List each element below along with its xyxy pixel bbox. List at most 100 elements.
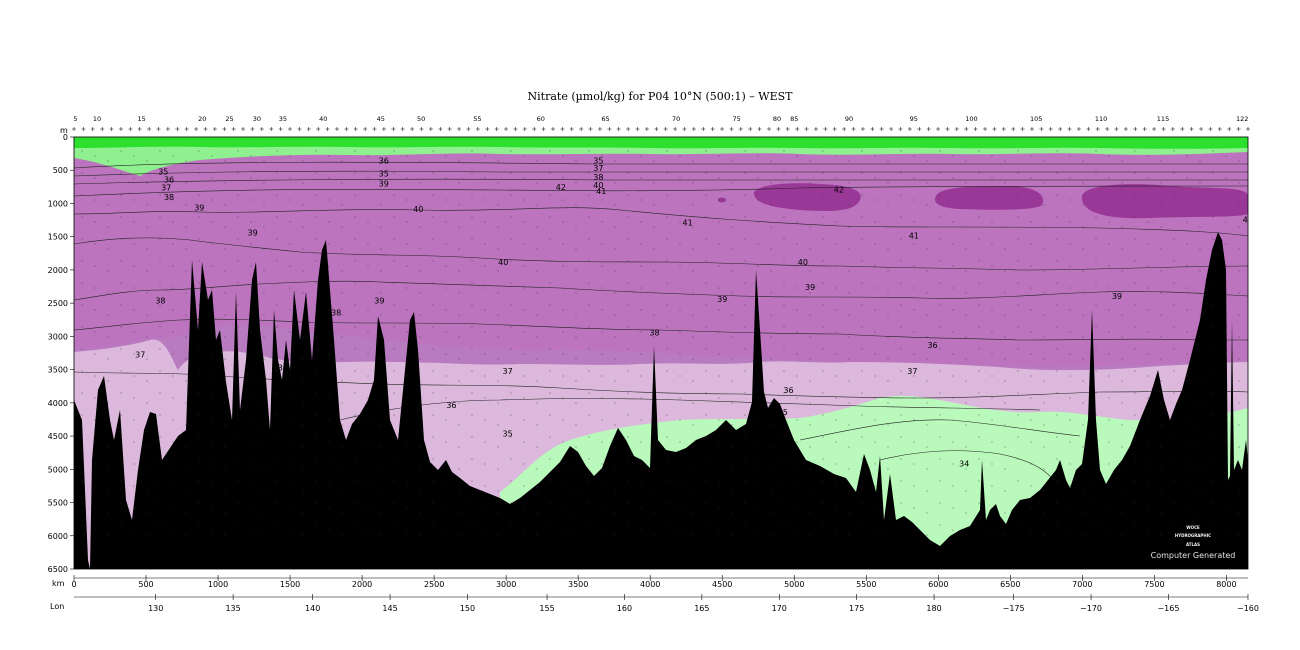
sample-dot: [406, 507, 408, 509]
sample-dot: [1186, 397, 1188, 399]
sample-dot: [1121, 182, 1123, 184]
sample-dot: [315, 172, 317, 174]
sample-dot: [315, 216, 317, 218]
sample-dot: [588, 238, 590, 240]
sample-dot: [471, 370, 473, 372]
sample-dot: [653, 270, 655, 272]
contour-label: 5: [345, 466, 350, 475]
sample-dot: [224, 160, 226, 162]
sample-dot: [1212, 370, 1214, 372]
sample-dot: [809, 358, 811, 360]
sample-dot: [1160, 160, 1162, 162]
sample-dot: [822, 348, 824, 350]
sample-dot: [796, 331, 798, 333]
sample-dot: [835, 375, 837, 377]
sample-dot: [341, 182, 343, 184]
sample-dot: [250, 265, 252, 267]
sample-dot: [406, 199, 408, 201]
sample-dot: [523, 287, 525, 289]
sample-dot: [562, 397, 564, 399]
sample-dot: [328, 265, 330, 267]
sample-dot: [250, 529, 252, 531]
sample-dot: [692, 468, 694, 470]
sample-dot: [1238, 226, 1240, 228]
sample-dot: [666, 436, 668, 438]
sample-dot: [1173, 282, 1175, 284]
sample-dot: [250, 309, 252, 311]
sample-dot: [887, 314, 889, 316]
sample-dot: [549, 524, 551, 526]
sample-dot: [133, 309, 135, 311]
sample-dot: [94, 243, 96, 245]
sample-dot: [588, 304, 590, 306]
sample-dot: [1082, 314, 1084, 316]
sample-dot: [1134, 150, 1136, 152]
sample-dot: [289, 243, 291, 245]
sample-dot: [1095, 436, 1097, 438]
sample-dot: [926, 204, 928, 206]
sample-dot: [276, 260, 278, 262]
sample-dot: [146, 226, 148, 228]
sample-dot: [341, 270, 343, 272]
sample-dot: [562, 265, 564, 267]
sample-dot: [120, 238, 122, 240]
sample-dot: [1095, 502, 1097, 504]
sample-dot: [445, 243, 447, 245]
sample-dot: [276, 348, 278, 350]
sample-dot: [744, 348, 746, 350]
sample-dot: [120, 436, 122, 438]
sample-dot: [1199, 226, 1201, 228]
sample-dot: [471, 458, 473, 460]
sample-dot: [172, 419, 174, 421]
sample-dot: [1199, 358, 1201, 360]
sample-dot: [367, 243, 369, 245]
sample-dot: [1069, 265, 1071, 267]
sample-dot: [94, 177, 96, 179]
sample-dot: [1173, 304, 1175, 306]
sample-dot: [1186, 221, 1188, 223]
sample-dot: [224, 292, 226, 294]
sample-dot: [1225, 243, 1227, 245]
sample-dot: [679, 287, 681, 289]
sample-dot: [965, 424, 967, 426]
sample-dot: [783, 524, 785, 526]
sample-dot: [250, 397, 252, 399]
sample-dot: [484, 155, 486, 157]
sample-dot: [757, 353, 759, 355]
sample-dot: [887, 402, 889, 404]
sample-dot: [926, 534, 928, 536]
sample-dot: [497, 534, 499, 536]
sample-dot: [1173, 216, 1175, 218]
sample-dot: [1134, 458, 1136, 460]
sample-dot: [1199, 380, 1201, 382]
sample-dot: [796, 375, 798, 377]
sample-dot: [1225, 353, 1227, 355]
band-42-patch: [935, 186, 1044, 210]
sample-dot: [393, 436, 395, 438]
sample-dot: [1043, 358, 1045, 360]
sample-dot: [211, 221, 213, 223]
sample-dot: [107, 226, 109, 228]
sample-dot: [796, 199, 798, 201]
sample-dot: [289, 309, 291, 311]
sample-dot: [1056, 524, 1058, 526]
sample-dot: [380, 336, 382, 338]
sample-dot: [1030, 243, 1032, 245]
sample-dot: [1043, 468, 1045, 470]
sample-dot: [848, 490, 850, 492]
sample-dot: [471, 282, 473, 284]
sample-dot: [731, 424, 733, 426]
station-label: 95: [910, 115, 918, 123]
sample-dot: [497, 424, 499, 426]
sample-dot: [484, 177, 486, 179]
sample-dot: [1225, 485, 1227, 487]
sample-dot: [965, 182, 967, 184]
sample-dot: [1056, 150, 1058, 152]
sample-dot: [1121, 358, 1123, 360]
sample-dot: [1108, 199, 1110, 201]
sample-dot: [1186, 463, 1188, 465]
sample-dot: [549, 458, 551, 460]
depth-tick-label: 0: [63, 133, 68, 142]
sample-dot: [1004, 534, 1006, 536]
sample-dot: [796, 177, 798, 179]
